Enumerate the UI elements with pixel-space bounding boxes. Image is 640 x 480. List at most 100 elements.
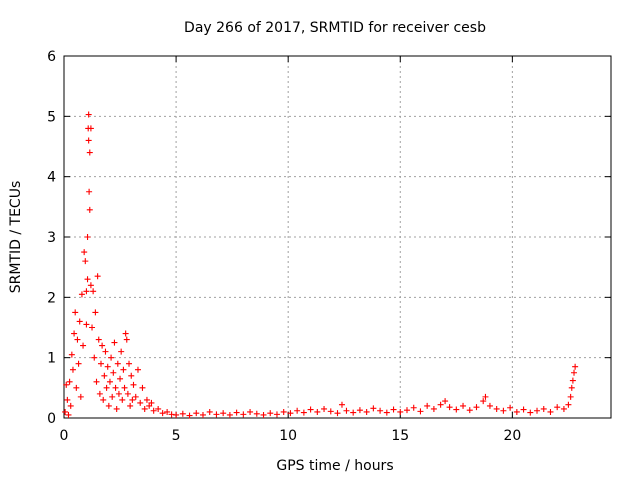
data-point [94, 273, 101, 280]
data-point [350, 409, 357, 416]
data-point [247, 408, 254, 415]
y-tick-label: 3 [47, 230, 56, 246]
data-point [87, 282, 94, 289]
data-point [199, 411, 206, 418]
grid-lines [64, 56, 611, 418]
data-point [370, 405, 377, 412]
data-point [500, 407, 507, 414]
data-point [104, 363, 111, 370]
y-tick-label: 4 [47, 170, 56, 186]
data-point [294, 407, 301, 414]
data-point [114, 360, 121, 367]
data-point [206, 408, 213, 415]
x-tick-label: 15 [391, 428, 409, 444]
data-point [120, 366, 127, 373]
data-point [63, 381, 70, 388]
data-point [108, 354, 115, 361]
data-point [150, 407, 157, 414]
data-point [82, 258, 89, 265]
data-point [146, 402, 153, 409]
data-point [213, 411, 220, 418]
data-point [122, 330, 129, 337]
data-point [253, 410, 260, 417]
data-point [115, 390, 122, 397]
data-point [86, 149, 93, 156]
data-point [85, 111, 92, 118]
data-point [84, 276, 91, 283]
data-point [397, 408, 404, 415]
data-point [77, 393, 84, 400]
data-point [300, 409, 307, 416]
x-axis-label: GPS time / hours [276, 458, 393, 474]
data-point [127, 402, 134, 409]
data-point [75, 360, 82, 367]
data-point [90, 288, 97, 295]
data-point [540, 405, 547, 412]
data-point [112, 384, 119, 391]
data-point [83, 321, 90, 328]
data-point [417, 408, 424, 415]
data-point [97, 360, 104, 367]
data-point [126, 360, 133, 367]
data-point [123, 336, 130, 343]
data-point [334, 410, 341, 417]
data-point [424, 402, 431, 409]
data-point [233, 409, 240, 416]
data-point [321, 405, 328, 412]
data-point [442, 398, 449, 405]
data-point [568, 384, 575, 391]
data-point [363, 408, 370, 415]
data-point [64, 396, 71, 403]
x-tick-label: 20 [503, 428, 521, 444]
chart-title: Day 266 of 2017, SRMTID for receiver ces… [184, 20, 486, 36]
data-point [168, 411, 175, 418]
data-point [307, 406, 314, 413]
data-point [68, 351, 75, 358]
data-point [106, 378, 113, 385]
data-point [410, 404, 417, 411]
data-point [86, 188, 93, 195]
data-point [86, 206, 93, 213]
data-point [78, 291, 85, 298]
y-axis-label: SRMTID / TECUs [8, 181, 24, 294]
data-point [534, 407, 541, 414]
data-point [87, 125, 94, 132]
data-point [85, 137, 92, 144]
data-point [148, 399, 155, 406]
data-point [80, 342, 87, 349]
x-tick-label: 10 [279, 428, 297, 444]
data-point [110, 369, 117, 376]
data-point [118, 348, 125, 355]
data-point [83, 288, 90, 295]
data-point [280, 408, 287, 415]
data-point [101, 372, 108, 379]
data-point [287, 410, 294, 417]
data-point [493, 405, 500, 412]
data-point [193, 410, 200, 417]
data-point [220, 410, 227, 417]
data-point [164, 408, 171, 415]
data-point [141, 405, 148, 412]
data-point [520, 406, 527, 413]
data-point [356, 407, 363, 414]
data-point [338, 401, 345, 408]
data-point [473, 404, 480, 411]
data-point [69, 366, 76, 373]
data-point [62, 408, 69, 415]
data-point [89, 324, 96, 331]
data-point [92, 309, 99, 316]
data-point [240, 411, 247, 418]
data-point [527, 409, 534, 416]
data-point [103, 384, 110, 391]
data-point [134, 366, 141, 373]
data-point [430, 405, 437, 412]
data-point [554, 404, 561, 411]
data-point [113, 405, 120, 412]
data-point [173, 411, 180, 418]
y-tick-label: 1 [47, 351, 56, 367]
data-point [102, 348, 109, 355]
y-tick-label: 0 [47, 411, 56, 427]
data-point [132, 393, 139, 400]
data-point [403, 407, 410, 414]
